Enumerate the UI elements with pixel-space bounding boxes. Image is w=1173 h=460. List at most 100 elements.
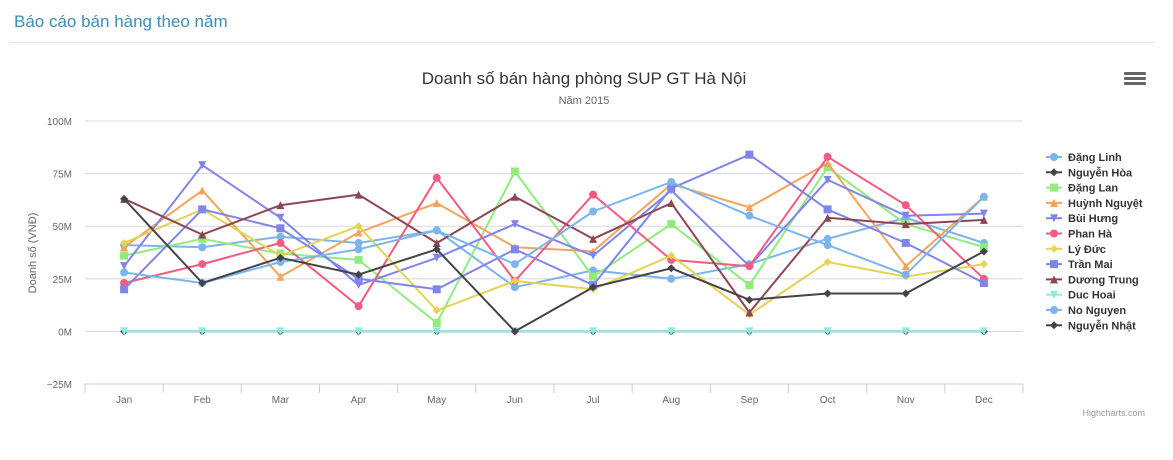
legend-item[interactable]: Nguyễn Hòa	[1046, 166, 1133, 179]
data-point	[979, 215, 988, 224]
data-point	[589, 327, 598, 336]
data-point	[979, 209, 988, 218]
data-point	[589, 283, 598, 292]
data-point	[745, 203, 754, 212]
data-point	[510, 245, 519, 254]
data-point	[901, 211, 910, 220]
legend-marker	[1050, 198, 1058, 207]
data-point	[432, 245, 441, 254]
legend-item[interactable]: Đặng Lan	[1046, 183, 1118, 195]
data-point	[667, 327, 676, 336]
data-point	[276, 224, 285, 233]
data-point	[354, 190, 363, 199]
x-tick-label: Feb	[194, 395, 212, 406]
credits-link[interactable]: Highcharts.com	[1082, 408, 1145, 418]
series-line	[123, 198, 985, 333]
hamburger-menu-icon[interactable]	[1124, 70, 1146, 90]
data-point	[432, 327, 441, 336]
data-point	[901, 220, 910, 229]
data-point	[354, 270, 363, 279]
data-point	[198, 260, 207, 269]
data-point	[276, 257, 285, 266]
data-point	[354, 255, 363, 264]
legend-marker	[1050, 306, 1058, 314]
data-point	[823, 289, 832, 298]
x-tick-label: Dec	[975, 395, 993, 406]
legend-item[interactable]: Bùi Hưng	[1046, 213, 1118, 225]
data-point	[979, 279, 988, 288]
data-point	[667, 184, 676, 193]
data-point	[510, 276, 519, 285]
page-title: Báo cáo bán hàng theo năm	[14, 12, 228, 31]
legend-label: Nguyễn Nhật	[1068, 319, 1136, 332]
data-point	[823, 163, 832, 172]
legend-item[interactable]: Dương Trung	[1046, 274, 1139, 286]
data-point	[979, 327, 988, 336]
y-tick-label: 75M	[53, 170, 72, 181]
series-8	[120, 190, 988, 317]
data-point	[823, 234, 832, 243]
data-point	[510, 220, 519, 229]
data-point	[432, 173, 441, 182]
x-tick-label: Apr	[351, 395, 367, 406]
data-point	[823, 257, 832, 266]
legend-label: Đặng Linh	[1068, 152, 1122, 164]
data-point	[276, 253, 285, 262]
legend: Đặng Linh Nguyễn Hòa Đặng Lan Huỳnh Nguyệt B…	[1046, 152, 1143, 332]
series-6	[120, 205, 988, 319]
legend-item[interactable]: Lý Đức	[1046, 244, 1106, 256]
data-point	[823, 213, 832, 222]
y-tick-label: 100M	[47, 117, 72, 128]
data-point	[823, 241, 832, 250]
legend-item[interactable]: Huỳnh Nguyệt	[1046, 198, 1143, 210]
data-point	[354, 239, 363, 248]
series-line	[124, 216, 985, 289]
legend-item[interactable]: No Nguyen	[1046, 305, 1126, 317]
legend-item[interactable]: Nguyễn Nhật	[1046, 319, 1136, 332]
legend-item[interactable]: Duc Hoai	[1046, 290, 1116, 302]
data-point	[823, 205, 832, 214]
data-point	[354, 228, 363, 237]
chart-subtitle: Năm 2015	[559, 95, 610, 107]
grid-lines: −25M 0M 25M 50M 75M 100M	[47, 117, 1023, 391]
chart-title: Doanh số bán hàng phòng SUP GT Hà Nội	[422, 69, 746, 88]
series-group	[120, 150, 988, 336]
data-point	[276, 201, 285, 210]
data-point	[901, 239, 910, 248]
data-point	[120, 194, 129, 203]
data-point	[198, 161, 207, 170]
data-point	[432, 318, 441, 327]
legend-label: No Nguyen	[1068, 305, 1126, 317]
legend-item[interactable]: Phan Hà	[1046, 229, 1113, 241]
series-line	[123, 166, 985, 324]
data-point	[198, 205, 207, 214]
y-axis-title: Doanh số (VNĐ)	[27, 213, 39, 294]
legend-item[interactable]: Đặng Linh	[1046, 152, 1122, 164]
legend-marker	[1050, 290, 1058, 299]
series-line	[123, 181, 985, 284]
legend-label: Lý Đức	[1068, 244, 1106, 256]
data-point	[667, 199, 676, 208]
legend-label: Phan Hà	[1068, 229, 1113, 241]
legend-label: Dương Trung	[1068, 274, 1139, 286]
series-line	[123, 208, 985, 316]
data-point	[745, 308, 754, 317]
data-point	[667, 264, 676, 273]
data-point	[276, 327, 285, 336]
x-tick-label: Nov	[897, 395, 915, 406]
y-tick-label: 25M	[53, 275, 72, 286]
x-tick-label: Jan	[116, 395, 132, 406]
data-point	[120, 262, 129, 271]
data-point	[901, 270, 910, 279]
legend-marker	[1050, 321, 1058, 330]
legend-marker	[1050, 275, 1058, 284]
data-point	[667, 274, 676, 283]
series-11	[120, 194, 988, 336]
legend-item[interactable]: Trần Mai	[1046, 259, 1113, 271]
data-point	[901, 201, 910, 210]
legend-label: Đặng Lan	[1068, 183, 1118, 195]
data-point	[979, 192, 988, 201]
data-point	[510, 167, 519, 176]
data-point	[354, 222, 363, 231]
